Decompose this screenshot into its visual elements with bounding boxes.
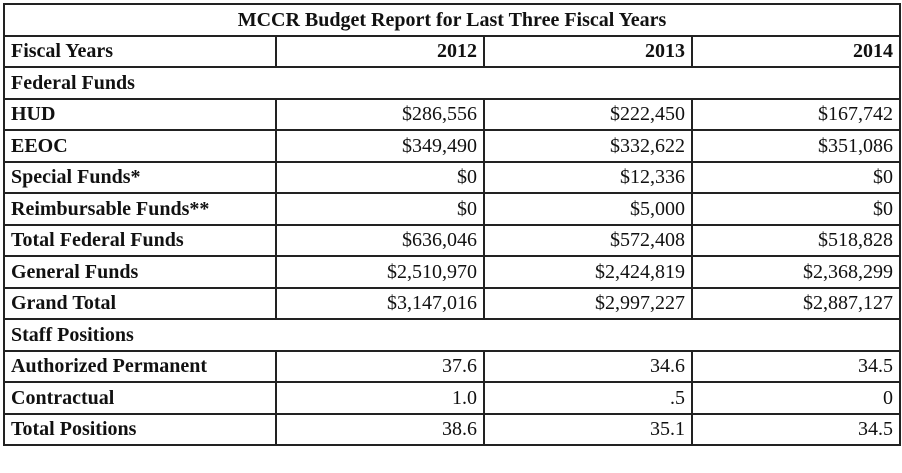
row-label-reimbursable-funds: Reimbursable Funds** [3, 192, 277, 226]
cell-special-funds-2013: $12,336 [483, 160, 693, 194]
cell-eeoc-2013: $332,622 [483, 129, 693, 163]
row-label-hud: HUD [3, 97, 277, 131]
cell-eeoc-2012: $349,490 [275, 129, 485, 163]
cell-contractual-2013: .5 [483, 381, 693, 415]
cell-eeoc-2014: $351,086 [690, 129, 902, 163]
cell-total-positions-2013: 35.1 [483, 412, 693, 446]
table-row: Grand Total $3,147,016 $2,997,227 $2,887… [3, 286, 902, 320]
cell-hud-2013: $222,450 [483, 97, 693, 131]
cell-total-positions-2014: 34.5 [690, 412, 902, 446]
table-row: General Funds $2,510,970 $2,424,819 $2,3… [3, 255, 902, 289]
cell-grand-total-2012: $3,147,016 [275, 286, 485, 320]
cell-authorized-permanent-2012: 37.6 [275, 349, 485, 383]
row-label-authorized-permanent: Authorized Permanent [3, 349, 277, 383]
cell-total-federal-funds-2013: $572,408 [483, 223, 693, 257]
table-row: Authorized Permanent 37.6 34.6 34.5 [3, 349, 902, 383]
cell-contractual-2012: 1.0 [275, 381, 485, 415]
table-row: Total Federal Funds $636,046 $572,408 $5… [3, 223, 902, 257]
section-federal-funds: Federal Funds [2, 66, 902, 100]
cell-grand-total-2014: $2,887,127 [690, 286, 902, 320]
row-label-total-federal-funds: Total Federal Funds [3, 223, 277, 257]
cell-reimbursable-funds-2013: $5,000 [483, 192, 693, 226]
year-header-2013: 2013 [483, 34, 693, 68]
cell-special-funds-2014: $0 [690, 160, 902, 194]
cell-authorized-permanent-2014: 34.5 [690, 349, 902, 383]
cell-general-funds-2014: $2,368,299 [690, 255, 902, 289]
cell-grand-total-2013: $2,997,227 [483, 286, 693, 320]
cell-reimbursable-funds-2014: $0 [690, 192, 902, 226]
cell-general-funds-2013: $2,424,819 [483, 255, 693, 289]
table-title: MCCR Budget Report for Last Three Fiscal… [2, 3, 902, 37]
section-row-federal-funds: Federal Funds [2, 66, 902, 100]
year-header-2014: 2014 [690, 34, 902, 68]
cell-total-federal-funds-2014: $518,828 [690, 223, 902, 257]
cell-contractual-2014: 0 [690, 381, 902, 415]
cell-general-funds-2012: $2,510,970 [275, 255, 485, 289]
table-row: EEOC $349,490 $332,622 $351,086 [3, 129, 902, 163]
row-label-general-funds: General Funds [3, 255, 277, 289]
year-header-2012: 2012 [275, 34, 485, 68]
cell-hud-2014: $167,742 [690, 97, 902, 131]
cell-total-federal-funds-2012: $636,046 [275, 223, 485, 257]
table-row: Contractual 1.0 .5 0 [3, 381, 902, 415]
table-row: HUD $286,556 $222,450 $167,742 [3, 97, 902, 131]
row-label-special-funds: Special Funds* [3, 160, 277, 194]
row-label-grand-total: Grand Total [3, 286, 277, 320]
cell-special-funds-2012: $0 [275, 160, 485, 194]
row-label-contractual: Contractual [3, 381, 277, 415]
section-staff-positions: Staff Positions [2, 318, 902, 352]
section-row-staff-positions: Staff Positions [2, 318, 902, 352]
cell-total-positions-2012: 38.6 [275, 412, 485, 446]
fiscal-years-header: Fiscal Years [3, 34, 277, 68]
row-label-eeoc: EEOC [3, 129, 277, 163]
title-row: MCCR Budget Report for Last Three Fiscal… [2, 3, 902, 37]
cell-authorized-permanent-2013: 34.6 [483, 349, 693, 383]
table-row: Special Funds* $0 $12,336 $0 [3, 160, 902, 194]
row-label-total-positions: Total Positions [3, 412, 277, 446]
header-row: Fiscal Years 2012 2013 2014 [3, 34, 902, 68]
cell-hud-2012: $286,556 [275, 97, 485, 131]
cell-reimbursable-funds-2012: $0 [275, 192, 485, 226]
table-row: Reimbursable Funds** $0 $5,000 $0 [3, 192, 902, 226]
budget-report-table: MCCR Budget Report for Last Three Fiscal… [2, 3, 902, 446]
table-row: Total Positions 38.6 35.1 34.5 [3, 412, 902, 446]
